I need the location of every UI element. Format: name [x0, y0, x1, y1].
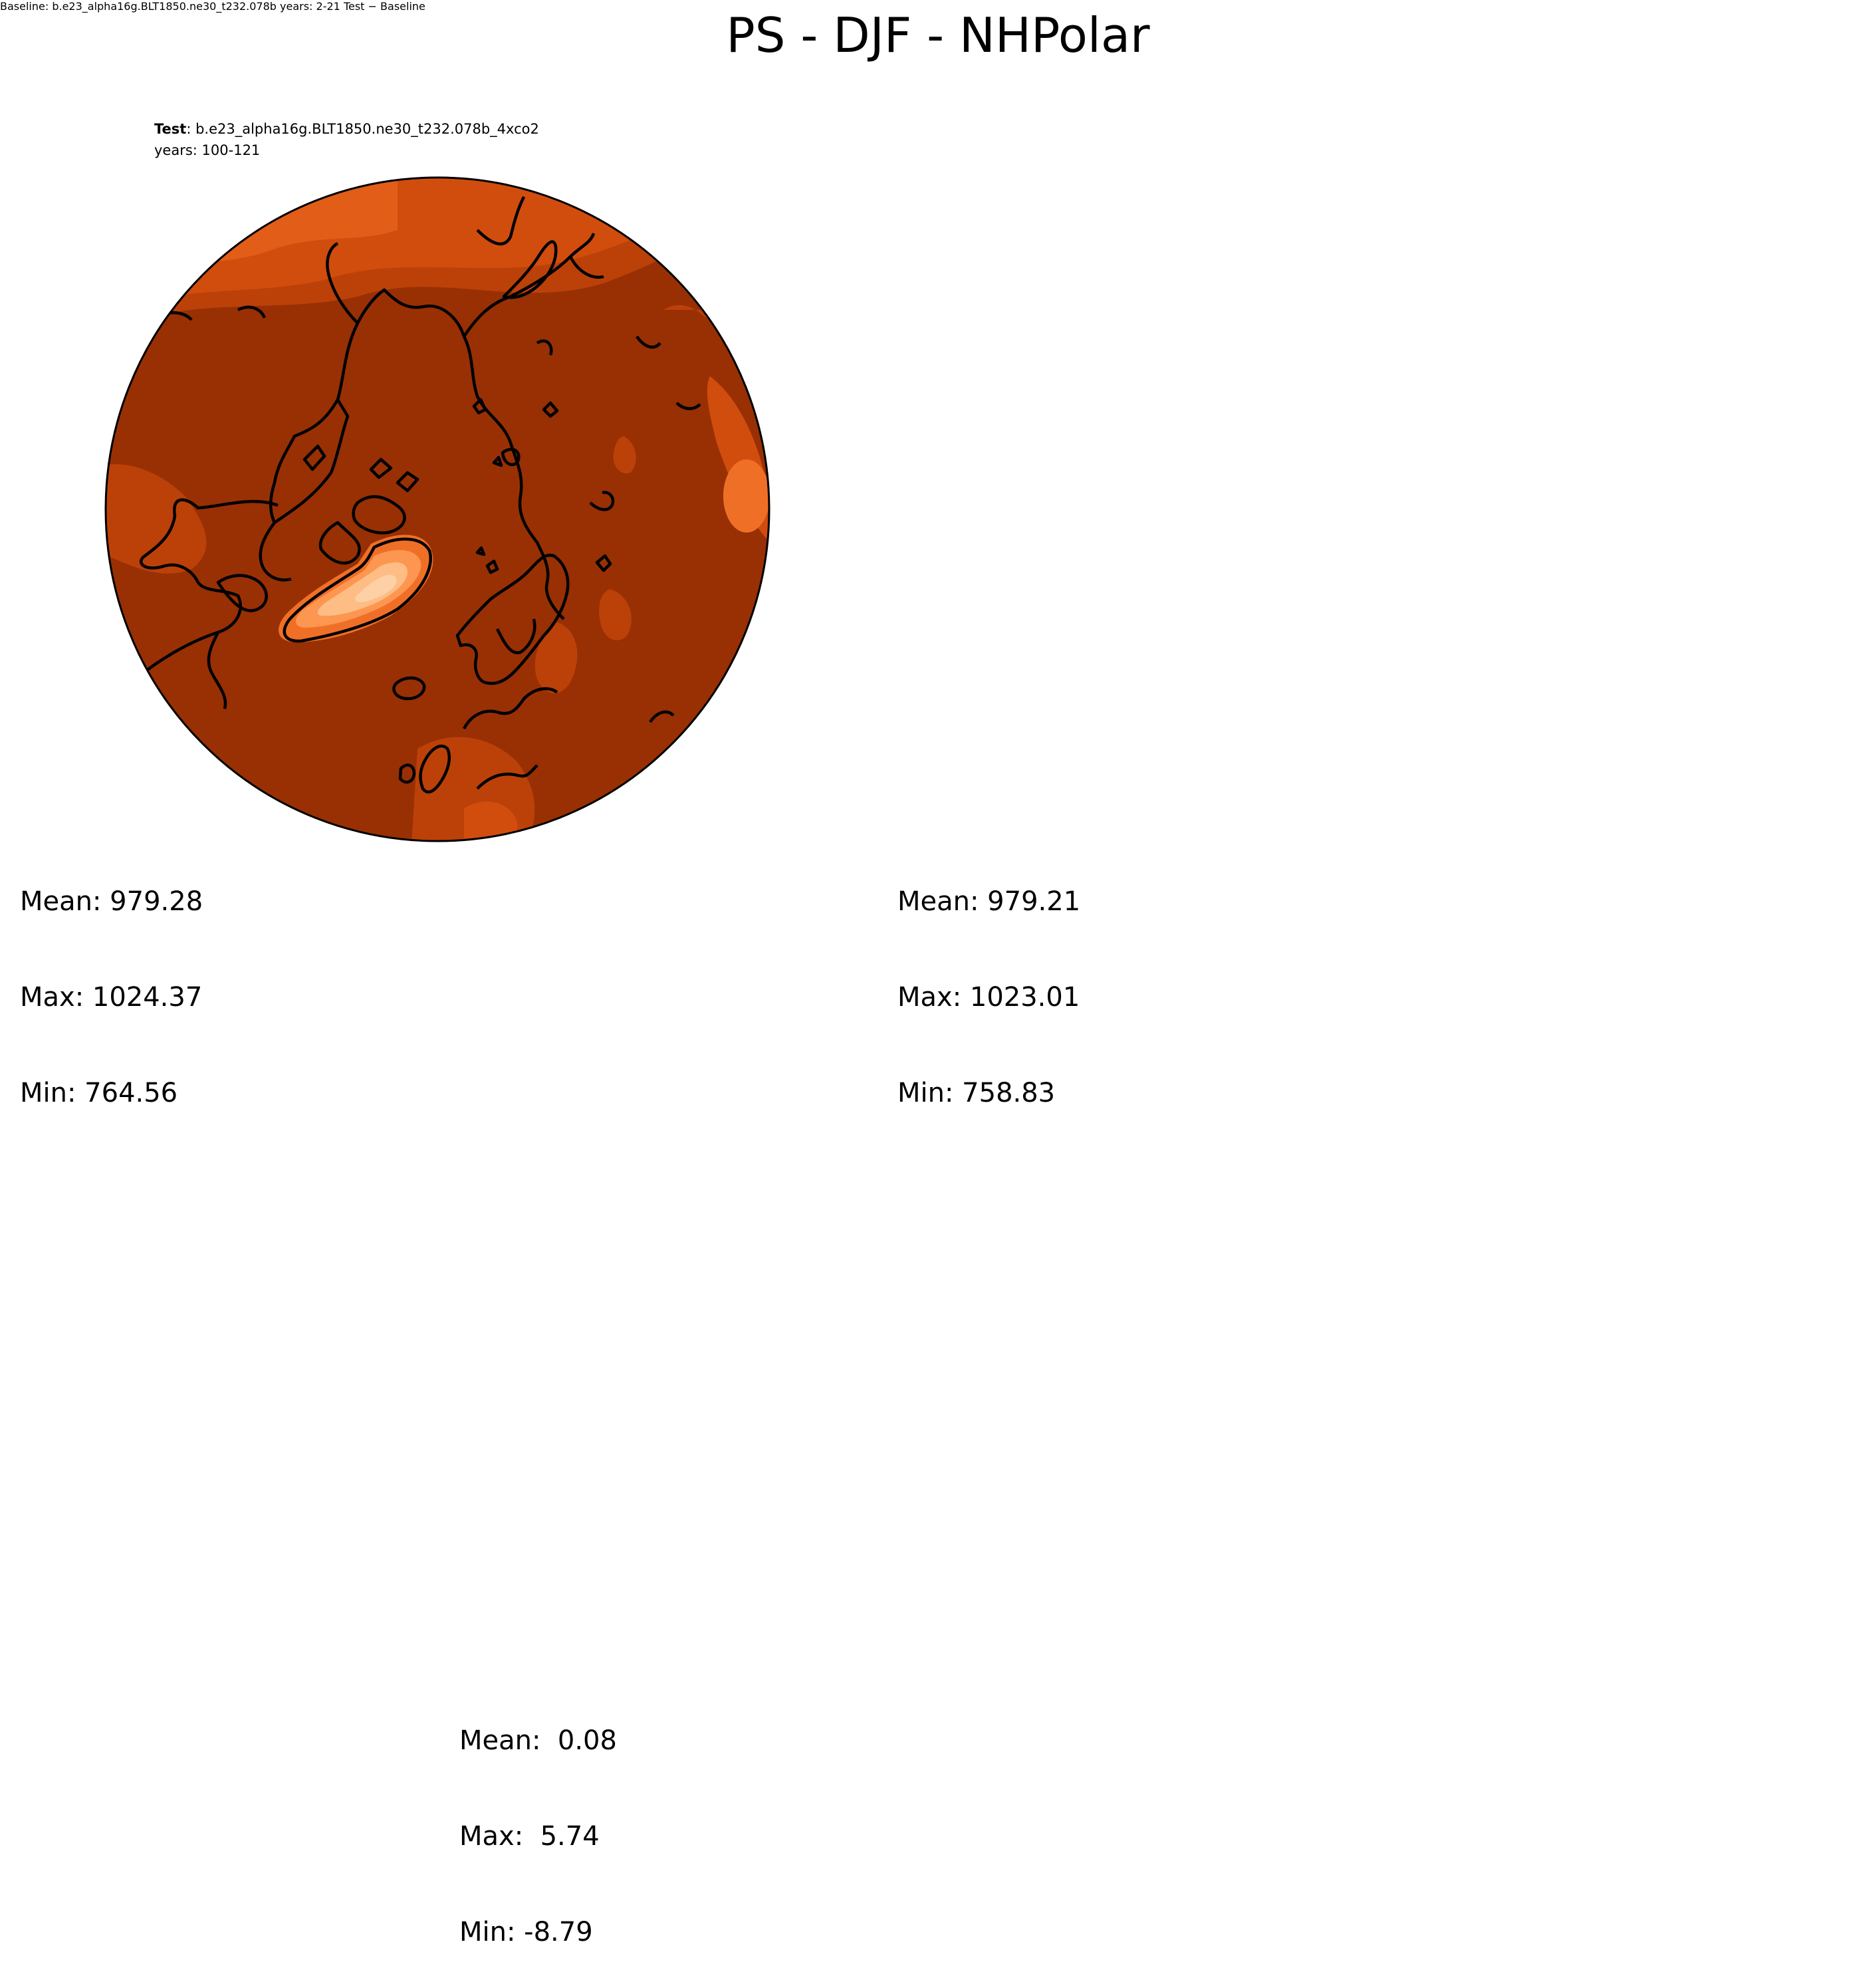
test-field-band [534, 622, 578, 693]
test-years: years: 100-121 [154, 142, 260, 158]
baseline-stat-min: Min: 758.83 [897, 1078, 1056, 1108]
test-stat-min: Min: 764.56 [20, 1078, 178, 1108]
baseline-label: Baseline: b.e23_alpha16g.BLT1850.ne30_t2… [0, 0, 277, 13]
test-map-border [104, 176, 770, 842]
baseline-panel: Baseline: b.e23_alpha16g.BLT1850.ne30_t2… [0, 0, 344, 13]
test-stat-max: Max: 1024.37 [20, 982, 203, 1013]
baseline-stat-mean: Mean: 979.21 [897, 886, 1081, 917]
diff-panel: Test − Baseline [344, 0, 425, 13]
diff-stat-mean: Mean: 0.08 [459, 1725, 617, 1756]
test-field-band [599, 589, 632, 641]
test-label-case: : b.e23_alpha16g.BLT1850.ne30_t232.078b_… [186, 121, 539, 138]
test-field-band [723, 459, 769, 533]
test-field-greenland [354, 574, 397, 602]
diff-label-op: − [364, 0, 381, 13]
diff-label: Test − Baseline [344, 0, 425, 13]
test-label: Test: b.e23_alpha16g.BLT1850.ne30_t232.0… [154, 121, 539, 138]
baseline-label-case: : b.e23_alpha16g.BLT1850.ne30_t232.078b [45, 0, 277, 13]
test-stat-mean: Mean: 979.28 [20, 886, 203, 917]
test-field-band [106, 464, 207, 574]
diff-stat-max: Max: 5.74 [459, 1821, 600, 1852]
diff-stats: Mean: 0.08 Max: 5.74 Min: -8.79 [459, 1661, 617, 1980]
diff-label-baseline: Baseline [380, 0, 425, 13]
test-panel: Test: b.e23_alpha16g.BLT1850.ne30_t232.0… [104, 121, 770, 842]
test-map [104, 176, 770, 842]
baseline-years: years: 2-21 [280, 0, 340, 13]
test-field-band [464, 801, 518, 841]
figure: PS - DJF - NHPolar Test: b.e23_alpha16g.… [104, 7, 1150, 842]
test-stats: Mean: 979.28 Max: 1024.37 Min: 764.56 [20, 822, 203, 1141]
figure-title: PS - DJF - NHPolar [726, 7, 1150, 63]
test-label-bold: Test [154, 121, 186, 137]
baseline-stat-max: Max: 1023.01 [897, 982, 1080, 1013]
test-field-band [613, 436, 636, 473]
baseline-label-bold: Baseline [0, 0, 45, 13]
baseline-stats: Mean: 979.21 Max: 1023.01 Min: 758.83 [897, 822, 1080, 1141]
diff-stat-min: Min: -8.79 [459, 1917, 593, 1947]
diff-label-test: Test [343, 0, 365, 13]
